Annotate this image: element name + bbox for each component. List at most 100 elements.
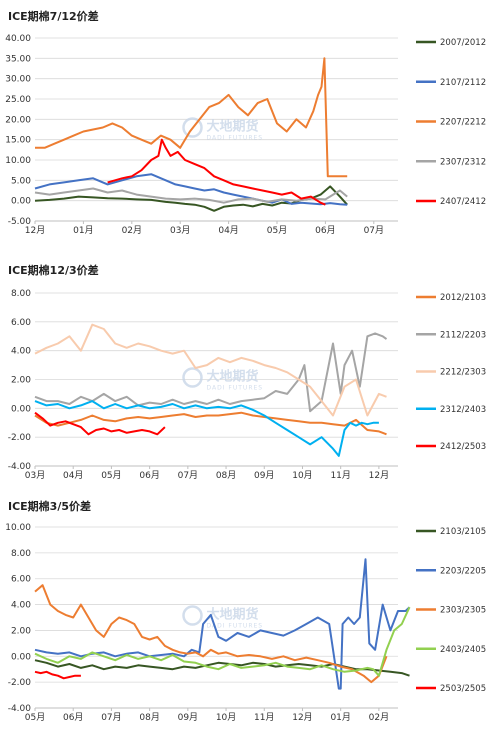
y-tick-label: 5.00 <box>11 176 31 186</box>
x-tick-label: 07月 <box>101 712 121 723</box>
x-tick-label: 01月 <box>330 712 350 723</box>
svg-text:大地期货: 大地期货 <box>207 119 259 135</box>
y-tick-label: 6.00 <box>11 575 31 585</box>
svg-text:大地期货: 大地期货 <box>207 607 259 623</box>
y-tick-label: -4.00 <box>8 704 32 714</box>
svg-text:DADI FUTURES: DADI FUTURES <box>207 385 264 392</box>
x-tick-label: 06月 <box>315 225 335 236</box>
legend-label: 2403/2405 <box>440 645 486 655</box>
y-tick-label: -5.00 <box>8 217 32 227</box>
legend-label: 2307/2312 <box>440 157 486 167</box>
y-tick-label: 4.00 <box>11 347 31 357</box>
y-tick-label: 10.00 <box>5 156 31 166</box>
series-line-2407-2412 <box>107 138 326 206</box>
x-tick-label: 05月 <box>101 470 121 481</box>
legend-item: 2307/2312 <box>416 157 486 167</box>
y-tick-label: 40.00 <box>5 34 31 44</box>
y-tick-label: -4.00 <box>8 462 32 472</box>
x-tick-label: 09月 <box>178 712 198 723</box>
y-tick-label: -2.00 <box>8 678 32 688</box>
x-tick-label: 10月 <box>216 712 236 723</box>
x-tick-label: 03月 <box>25 470 45 481</box>
x-tick-label: 05月 <box>267 225 287 236</box>
series-line-2107-2112 <box>34 173 348 206</box>
y-tick-label: 2.00 <box>11 626 31 636</box>
svg-text:DADI FUTURES: DADI FUTURES <box>207 135 264 142</box>
y-tick-label: 30.00 <box>5 75 31 85</box>
x-tick-label: 09月 <box>254 470 274 481</box>
series-line-2203-2205 <box>34 558 411 690</box>
x-tick-label: 07月 <box>178 470 198 481</box>
legend-label: 2503/2505 <box>440 684 486 694</box>
x-tick-label: 04月 <box>218 225 238 236</box>
chart-title: ICE期棉3/5价差 <box>8 499 91 513</box>
legend-label: 2207/2212 <box>440 118 486 128</box>
y-tick-label: 25.00 <box>5 95 31 105</box>
y-tick-label: 8.00 <box>11 289 31 299</box>
chart-2: ICE期棉12/3价差 8.00 6.00 4.00 2.00 0.00 -2.00 -4.0… <box>8 263 486 481</box>
legend-item: 2212/2303 <box>416 368 486 378</box>
legend-label: 2303/2305 <box>440 606 486 616</box>
x-tick-label: 02月 <box>122 225 142 236</box>
x-tick-label: 11月 <box>330 470 350 481</box>
legend-label: 2312/2403 <box>440 405 486 415</box>
chart-3: ICE期棉3/5价差 10.00 8.00 6.00 4.00 2.00 0.00 -2.00… <box>5 499 486 723</box>
chart-1: ICE期棉7/12价差 40.00 35.00 30.00 25.00 20.00 15.0… <box>5 9 486 236</box>
x-tick-label: 06月 <box>63 712 83 723</box>
series-line-2403-2405 <box>34 606 411 677</box>
x-tick-label: 11月 <box>254 712 274 723</box>
legend-item: 2103/2105 <box>416 527 486 537</box>
legend-label: 2203/2205 <box>440 566 486 576</box>
series-line-2207-2212 <box>35 57 348 178</box>
legend-item: 2412/2503 <box>416 442 486 452</box>
legend-item: 2303/2305 <box>416 606 486 616</box>
legend-label: 2103/2105 <box>440 527 486 537</box>
series-line-2112-2203 <box>34 332 388 413</box>
y-tick-label: 6.00 <box>11 318 31 328</box>
y-tick-label: 0.00 <box>11 197 31 207</box>
legend-item: 2403/2405 <box>416 645 486 655</box>
y-tick-label: 2.00 <box>11 376 31 386</box>
series-line-2503-2505 <box>34 670 81 680</box>
legend-label: 2007/2012 <box>440 38 486 48</box>
legend-label: 2212/2303 <box>440 368 486 378</box>
x-tick-label: 07月 <box>364 225 384 236</box>
series-line-2303-2305 <box>34 584 388 684</box>
y-tick-label: 10.00 <box>5 523 31 533</box>
x-tick-label: 05月 <box>25 712 45 723</box>
x-tick-label: 04月 <box>63 470 83 481</box>
y-tick-label: 15.00 <box>5 136 31 146</box>
y-tick-label: 0.00 <box>11 404 31 414</box>
legend-item: 2012/2103 <box>416 293 486 303</box>
y-tick-label: 4.00 <box>11 601 31 611</box>
series-line-2312-2403 <box>34 400 379 457</box>
chart-title: ICE期棉12/3价差 <box>8 263 99 277</box>
legend-label: 2107/2112 <box>440 78 486 88</box>
svg-text:DADI FUTURES: DADI FUTURES <box>207 623 264 630</box>
legend-label: 2112/2203 <box>440 330 486 340</box>
y-tick-label: 35.00 <box>5 54 31 64</box>
x-tick-label: 06月 <box>139 470 159 481</box>
chart-title: ICE期棉7/12价差 <box>8 9 99 23</box>
legend-item: 2107/2112 <box>416 78 486 88</box>
legend-item: 2407/2412 <box>416 197 486 207</box>
y-tick-label: 0.00 <box>11 652 31 662</box>
legend-item: 2203/2205 <box>416 566 486 576</box>
series-line-2412-2503 <box>34 411 166 436</box>
svg-text:大地期货: 大地期货 <box>207 369 259 385</box>
x-tick-label: 08月 <box>216 470 236 481</box>
legend-item: 2112/2203 <box>416 330 486 340</box>
legend-item: 2312/2403 <box>416 405 486 415</box>
legend-label: 2012/2103 <box>440 293 486 303</box>
legend-label: 2412/2503 <box>440 442 486 452</box>
y-tick-label: 8.00 <box>11 549 31 559</box>
y-tick-label: -2.00 <box>8 433 32 443</box>
y-tick-label: 20.00 <box>5 115 31 125</box>
legend-label: 2407/2412 <box>440 197 486 207</box>
x-tick-label: 03月 <box>170 225 190 236</box>
x-tick-label: 02月 <box>369 712 389 723</box>
x-tick-label: 12月 <box>25 225 45 236</box>
